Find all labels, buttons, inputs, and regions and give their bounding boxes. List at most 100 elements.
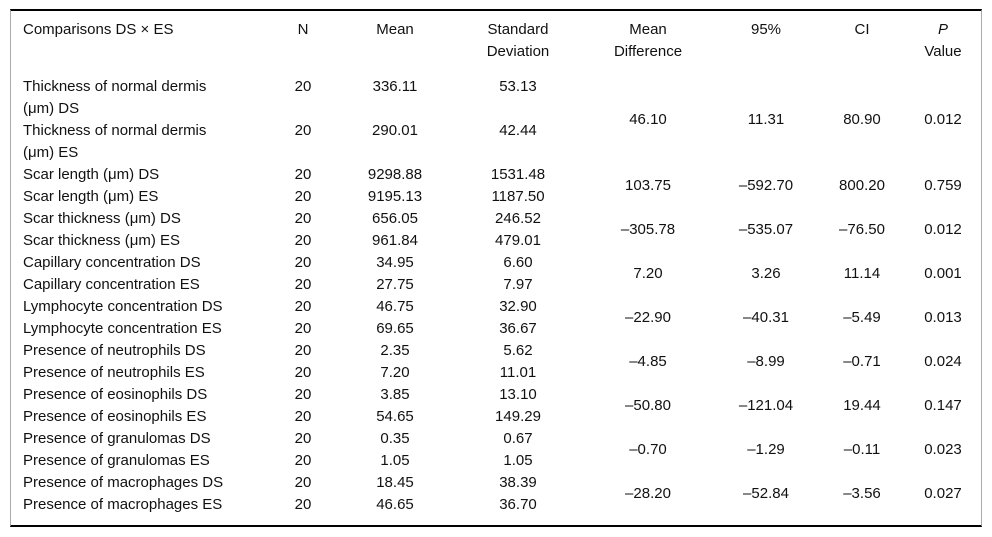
cell-standard-deviation: 1187.50 [491,188,545,205]
cell-mean: 290.01 [372,122,418,139]
row-label: Scar thickness (μm) ES [11,230,269,252]
header-ci: CI [854,21,870,38]
cell-standard-deviation: 13.10 [499,386,537,403]
table-header: Comparisons DS × ES N Mean Standard Devi… [11,11,981,76]
cell-mean-difference: 103.75 [625,177,671,194]
cell-n: 20 [294,364,312,381]
row-label-text: Presence of macrophages ES [23,496,223,513]
table-row: Lymphocyte concentration DS 20 46.75 32.90 –… [11,296,981,326]
row-label: Presence of neutrophils DS [11,340,269,362]
cell-mean: 69.65 [376,320,414,337]
cell-standard-deviation: 11.01 [499,364,537,381]
table-row: Presence of neutrophils DS 20 2.35 5.62 –4.8… [11,340,981,370]
row-label-text: Presence of neutrophils DS [23,342,206,359]
cell-mean: 46.65 [376,496,414,513]
cell-ci-lower: 3.26 [751,265,781,282]
header-n: N [297,21,309,38]
cell-n: 20 [294,408,312,425]
table-row: Capillary concentration DS 20 34.95 6.60 7.2… [11,252,981,282]
row-label: Lymphocyte concentration ES [11,318,269,340]
cell-mean: 34.95 [376,254,414,271]
table-row: Presence of macrophages DS 20 18.45 38.39 –2… [11,472,981,502]
cell-p-value: 0.001 [924,265,962,282]
row-label: Presence of macrophages DS [11,472,269,494]
row-label: Presence of eosinophils DS [11,384,269,406]
cell-mean: 9195.13 [367,188,423,205]
row-label-text: Capillary concentration ES [23,276,200,293]
cell-standard-deviation: 38.39 [499,474,537,491]
row-label-text: Scar length (μm) DS [23,166,160,183]
cell-n: 20 [294,232,312,249]
cell-p-value: 0.013 [924,309,962,326]
cell-n: 20 [294,78,312,95]
row-label-text: Lymphocyte concentration ES [23,320,222,337]
cell-ci-upper: –5.49 [843,309,881,326]
cell-standard-deviation: 149.29 [495,408,541,425]
table-row: Presence of granulomas DS 20 0.35 0.67 –0.70… [11,428,981,458]
header-standard-deviation: Standard Deviation [486,21,550,60]
table-row: Thickness of normal dermis (μm) DS 20 336.… [11,76,981,128]
cell-n: 20 [294,298,312,315]
row-label: Thickness of normal dermis (μm) ES [11,120,269,164]
cell-p-value: 0.147 [924,397,962,414]
cell-standard-deviation: 53.13 [499,78,537,95]
table-row: Presence of eosinophils DS 20 3.85 13.10 –50… [11,384,981,414]
cell-mean-difference: –28.20 [625,485,671,502]
table-row: Presence of eosinophils ES 20 54.65 149.29 [11,406,981,428]
cell-mean: 9298.88 [367,166,423,183]
cell-n: 20 [294,210,312,227]
row-label: Presence of granulomas ES [11,450,269,472]
row-label-text: Thickness of normal dermis (μm) DS [23,78,207,117]
cell-standard-deviation: 42.44 [499,122,537,139]
header-mean: Mean [376,21,414,38]
cell-ci-lower: –8.99 [747,353,785,370]
cell-mean: 18.45 [376,474,414,491]
cell-n: 20 [294,276,312,293]
cell-ci-lower: –52.84 [743,485,789,502]
cell-ci-lower: –592.70 [738,177,794,194]
cell-mean: 3.85 [380,386,410,403]
cell-mean: 54.65 [376,408,414,425]
cell-p-value: 0.012 [924,111,962,128]
table-row: Presence of granulomas ES 20 1.05 1.05 [11,450,981,472]
statistics-table: Comparisons DS × ES N Mean Standard Devi… [11,11,981,516]
row-label: Scar length (μm) DS [11,164,269,186]
header-p-value-line2: Value [924,43,962,60]
cell-p-value: 0.023 [924,441,962,458]
row-label: Capillary concentration DS [11,252,269,274]
cell-n: 20 [294,166,312,183]
cell-mean-difference: 7.20 [633,265,663,282]
row-label-text: Presence of macrophages DS [23,474,224,491]
cell-mean-difference: 46.10 [629,111,667,128]
cell-ci-upper: –0.11 [843,441,881,458]
cell-mean-difference: –4.85 [629,353,667,370]
cell-n: 20 [294,474,312,491]
row-label: Scar length (μm) ES [11,186,269,208]
cell-standard-deviation: 5.62 [503,342,533,359]
cell-standard-deviation: 1.05 [503,452,533,469]
cell-ci-upper: 11.14 [843,265,881,282]
cell-standard-deviation: 479.01 [495,232,541,249]
row-label-text: Capillary concentration DS [23,254,201,271]
table-row: Scar length (μm) DS 20 9298.88 1531.48 103.7… [11,164,981,194]
cell-ci-lower: –535.07 [738,221,794,238]
table-row: Capillary concentration ES 20 27.75 7.97 [11,274,981,296]
cell-mean-difference: –22.90 [625,309,671,326]
row-label-text: Presence of neutrophils ES [23,364,205,381]
cell-n: 20 [294,122,312,139]
cell-mean: 1.05 [380,452,410,469]
cell-mean: 0.35 [380,430,410,447]
cell-ci-upper: 800.20 [839,177,885,194]
cell-p-value: 0.759 [924,177,962,194]
cell-n: 20 [294,430,312,447]
row-label: Scar thickness (μm) DS [11,208,269,230]
cell-n: 20 [294,342,312,359]
cell-mean: 961.84 [372,232,418,249]
row-label-text: Lymphocyte concentration DS [23,298,223,315]
header-p-italic: P [937,21,948,38]
cell-standard-deviation: 32.90 [499,298,537,315]
cell-standard-deviation: 6.60 [503,254,533,271]
cell-mean: 2.35 [380,342,410,359]
header-row: Comparisons DS × ES N Mean Standard Devi… [11,11,981,76]
